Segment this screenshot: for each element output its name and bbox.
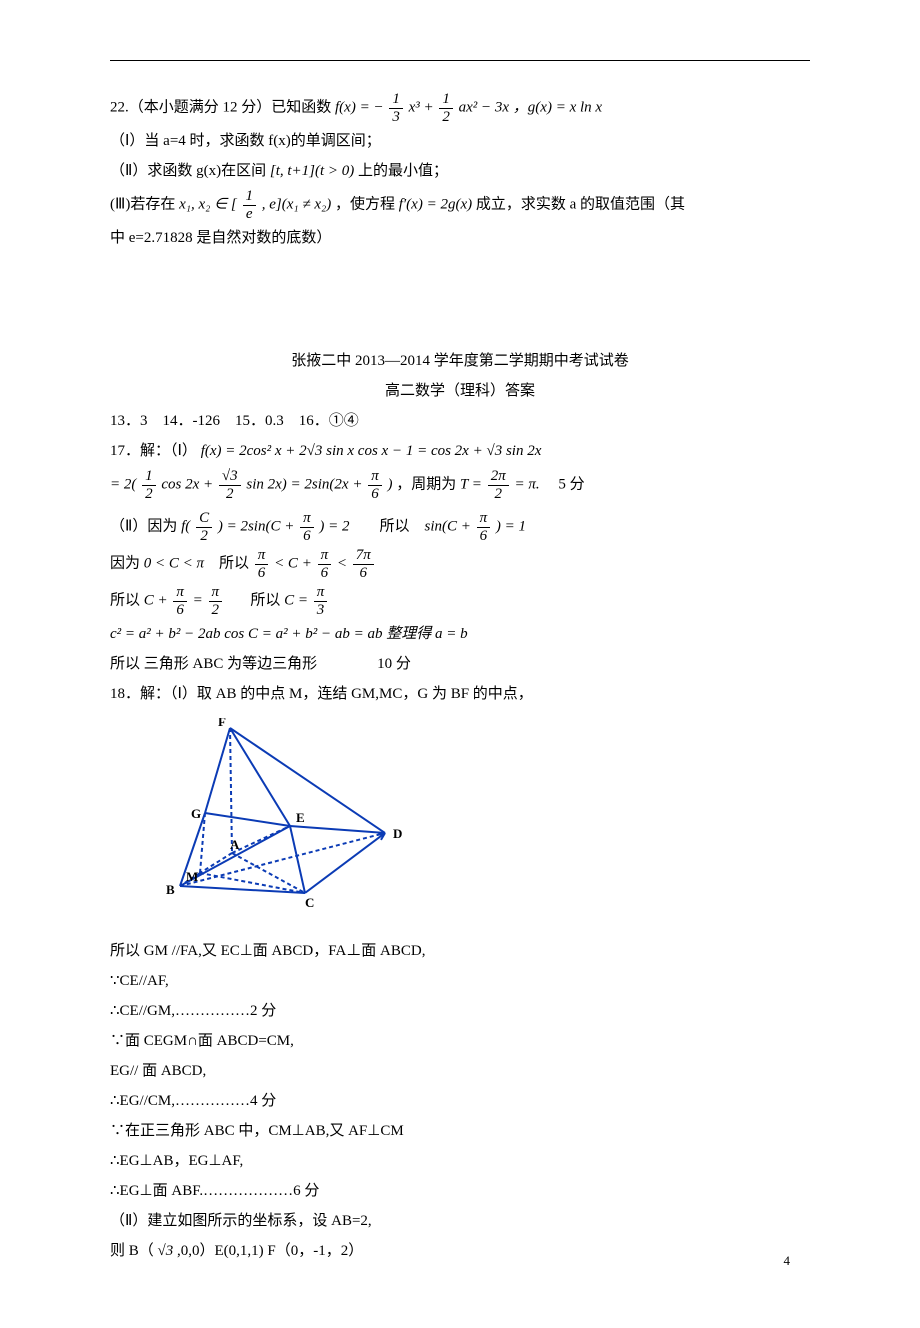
q22-line1: 22.（本小题满分 12 分）已知函数 f(x) = − 1 3 x³ + 1 … <box>110 91 810 125</box>
q22-f-lead: f(x) = <box>335 99 373 115</box>
title-line1: 张掖二中 2013—2014 学年度第二学期期中考试试卷 <box>110 348 810 375</box>
svg-text:G: G <box>191 806 201 821</box>
title-line2: 高二数学（理科）答案 <box>110 378 810 405</box>
q17-l2: = 2( 12 cos 2x + √32 sin 2x) = 2sin(2x +… <box>110 468 810 502</box>
q22-frac1: 1 3 <box>389 91 403 125</box>
q22-prefix: 22.（本小题满分 12 分）已知函数 <box>110 99 335 115</box>
svg-text:F: F <box>218 718 226 729</box>
q18-l12: 则 B（ √3 ,0,0）E(0,1,1) F（0，-1，2） <box>110 1238 810 1265</box>
q18-l7: ∴EG//CM,……………4 分 <box>110 1088 810 1115</box>
svg-text:B: B <box>166 882 175 897</box>
q18-l9: ∴EG⊥AB，EG⊥AF, <box>110 1148 810 1175</box>
q18-l3: ∵CE//AF, <box>110 968 810 995</box>
answers-13-16: 13．3 14．-126 15．0.3 16．①④ <box>110 408 810 435</box>
q18-l5: ∵面 CEGM∩面 ABCD=CM, <box>110 1028 810 1055</box>
q17-l7: 所以 三角形 ABC 为等边三角形 10 分 <box>110 651 810 678</box>
svg-text:A: A <box>230 837 240 852</box>
q18-l4: ∴CE//GM,……………2 分 <box>110 998 810 1025</box>
q18-l8: ∵在正三角形 ABC 中，CM⊥AB,又 AF⊥CM <box>110 1118 810 1145</box>
q17-l5: 所以 C + π6 = π2 所以 C = π3 <box>110 584 810 618</box>
q22-part3d: 中 e=2.71828 是自然对数的底数） <box>110 225 810 252</box>
q17-l4: 因为 0 < C < π 所以 π6 < C + π6 < 7π6 <box>110 547 810 581</box>
svg-text:M: M <box>186 869 198 884</box>
q18-l2: 所以 GM //FA,又 EC⊥面 ABCD，FA⊥面 ABCD, <box>110 938 810 965</box>
q18-l10: ∴EG⊥面 ABF.………………6 分 <box>110 1178 810 1205</box>
svg-text:D: D <box>393 826 402 841</box>
q22-g: ，g(x) = x ln x <box>513 99 602 115</box>
q22-frac2: 1 2 <box>439 91 453 125</box>
q22-part3: (Ⅲ)若存在 x₁, x₂ ∈ [ 1 e , e](x₁ ≠ x₂) ，使方程… <box>110 188 810 222</box>
q18-l6: EG// 面 ABCD, <box>110 1058 810 1085</box>
q17-l3: （Ⅱ）因为 f( C2 ) = 2sin(C + π6 ) = 2 所以 sin… <box>110 510 810 544</box>
header-rule <box>110 60 810 61</box>
q18-diagram: F G E D A MB C <box>150 718 810 928</box>
q17-l6: c² = a² + b² − 2ab cos C = a² + b² − ab … <box>110 621 810 648</box>
svg-text:E: E <box>296 810 305 825</box>
geometry-figure: F G E D A MB C <box>150 718 410 918</box>
svg-text:C: C <box>305 895 314 910</box>
q22-part1: （Ⅰ）当 a=4 时，求函数 f(x)的单调区间； <box>110 128 810 155</box>
q18-l11: （Ⅱ）建立如图所示的坐标系，设 AB=2, <box>110 1208 810 1235</box>
q22-part2: （Ⅱ）求函数 g(x)在区间 [t, t+1](t > 0) 上的最小值； <box>110 158 810 185</box>
q22-mid2: ax² − 3x <box>459 99 509 115</box>
q17-l1: 17．解：（Ⅰ） f(x) = 2cos² x + 2√3 sin x cos … <box>110 438 810 465</box>
page-number: 4 <box>784 1249 791 1272</box>
q22-mid1: x³ + <box>409 99 438 115</box>
q18-l1: 18．解：（Ⅰ）取 AB 的中点 M，连结 GM,MC，G 为 BF 的中点， <box>110 681 810 708</box>
